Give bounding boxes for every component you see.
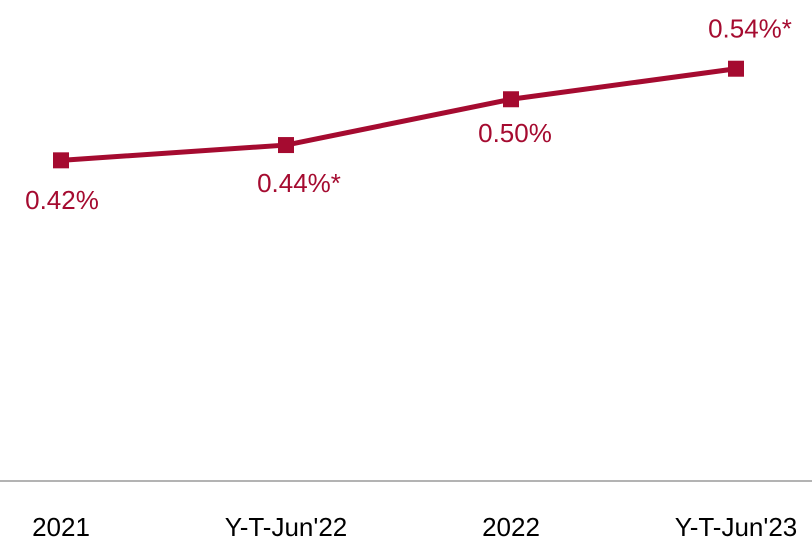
data-label: 0.50% <box>478 118 552 148</box>
x-tick-label: Y-T-Jun'22 <box>225 512 348 542</box>
line <box>60 66 737 163</box>
marker <box>503 91 519 108</box>
x-tick-label: 2021 <box>32 512 90 542</box>
marker <box>278 137 294 154</box>
x-tick-label: Y-T-Jun'23 <box>675 512 798 542</box>
marker <box>728 60 744 77</box>
data-label: 0.54%* <box>708 14 792 44</box>
data-label: 0.42% <box>25 185 99 215</box>
data-label: 0.44%* <box>257 168 341 198</box>
marker <box>53 152 69 169</box>
x-tick-label: 2022 <box>482 512 540 542</box>
